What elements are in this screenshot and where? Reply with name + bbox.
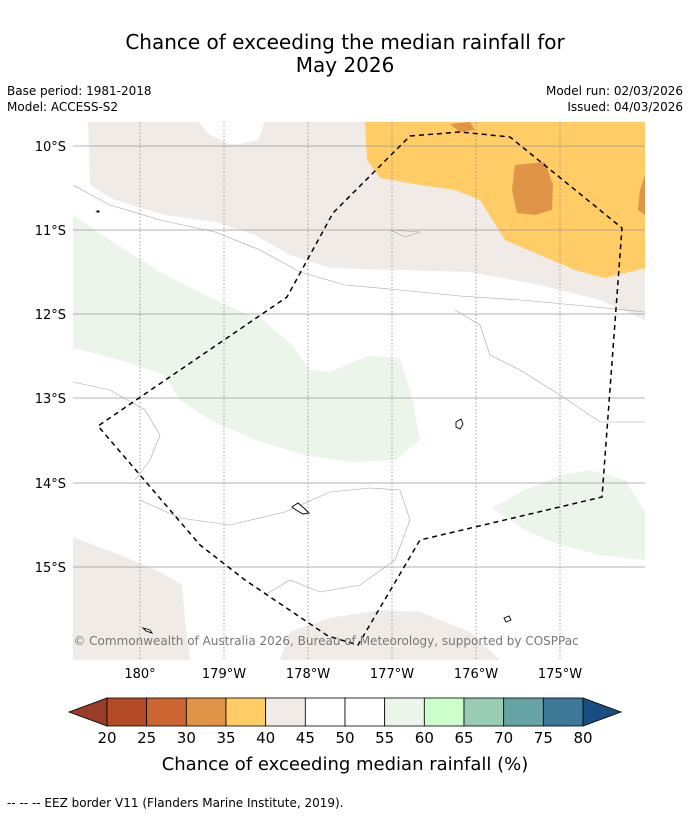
contour-lines [73,184,645,596]
colorbar-tick-label: 35 [216,729,235,747]
colorbar-bin [304,697,346,727]
field-30-35-c [638,175,645,215]
colorbar-bin [265,697,306,727]
field-55-60-west [73,215,420,462]
colorbar-bin [225,697,267,727]
lon-labels: 180° 179°W 178°W 177°W 176°W 175°W [124,667,582,682]
model-name: Model: ACCESS-S2 [7,100,119,114]
colorbar-tick-label: 45 [296,729,315,747]
field-30-35-a [512,162,553,215]
colorbar-tick-label: 75 [534,729,553,747]
island [503,615,512,623]
field-30-35-b [450,122,475,132]
colorbar-bin [185,697,227,727]
colorbar-tick-label: 20 [97,729,116,747]
lat-label: 15°S [35,561,66,576]
lon-label: 178°W [286,667,330,682]
probability-fields [73,122,645,660]
meta-right: Model run: 02/03/2026 Issued: 04/03/2026 [546,83,683,115]
colorbar-bin [146,697,187,727]
colorbar-tick-label: 25 [137,729,156,747]
lat-label: 14°S [35,477,66,492]
field-40-45-south [280,610,500,660]
lat-label: 12°S [35,308,66,323]
colorbar: 20 25 30 35 40 45 50 55 60 65 70 75 80 [67,697,623,747]
colorbar-tick-label: 70 [494,729,513,747]
colorbar-over-triangle [582,697,623,727]
colorbar-bin [463,697,505,727]
field-40-45-southwest [73,537,190,660]
lat-label: 10°S [35,140,66,155]
island [96,210,100,213]
island [141,627,154,634]
colorbar-tick-label: 50 [335,729,354,747]
island [291,502,310,515]
eez-border [96,131,623,646]
lon-label: 175°W [538,667,582,682]
lon-label: 180° [124,667,155,682]
lon-label: 177°W [370,667,414,682]
lon-label: 176°W [454,667,498,682]
model-run: Model run: 02/03/2026 [545,84,683,98]
colorbar-under-triangle [67,697,108,727]
title-line-1: Chance of exceeding the median rainfall … [125,30,565,54]
copyright-text: © Commonwealth of Australia 2026, Bureau… [73,634,578,648]
base-period: Base period: 1981-2018 [7,84,152,98]
field-55-60-east [492,470,645,560]
colorbar-bin [384,697,425,727]
colorbar-label: Chance of exceeding median rainfall (%) [162,754,529,775]
lat-label: 13°S [35,392,66,407]
colorbar-tick-label: 55 [375,729,394,747]
colorbar-bin [542,697,584,727]
lat-labels: 10°S 11°S 12°S 13°S 14°S 15°S [35,140,66,576]
meta-left: Base period: 1981-2018 Model: ACCESS-S2 [7,83,152,115]
colorbar-tick-label: 80 [573,729,592,747]
island [455,418,464,430]
colorbar-bin [106,697,148,727]
lat-label: 11°S [35,224,66,239]
issued-date: Issued: 04/03/2026 [567,100,683,114]
islands [96,210,512,634]
colorbar-bin [344,697,386,727]
field-white-notch [198,122,265,145]
colorbar-tick-label: 65 [454,729,473,747]
colorbar-bin [503,697,544,727]
colorbar-tick-label: 60 [415,729,434,747]
eez-footnote: -- -- -- EEZ border V11 (Flanders Marine… [7,796,344,810]
map-title: Chance of exceeding the median rainfall … [0,31,690,77]
colorbar-bin [423,697,465,727]
lon-gridlines [139,122,561,660]
lon-label: 179°W [202,667,246,682]
graticule [73,145,645,568]
colorbar-tick-label: 40 [256,729,275,747]
title-line-2: May 2026 [295,53,395,77]
field-35-40 [365,122,645,278]
colorbar-tick-label: 30 [177,729,196,747]
